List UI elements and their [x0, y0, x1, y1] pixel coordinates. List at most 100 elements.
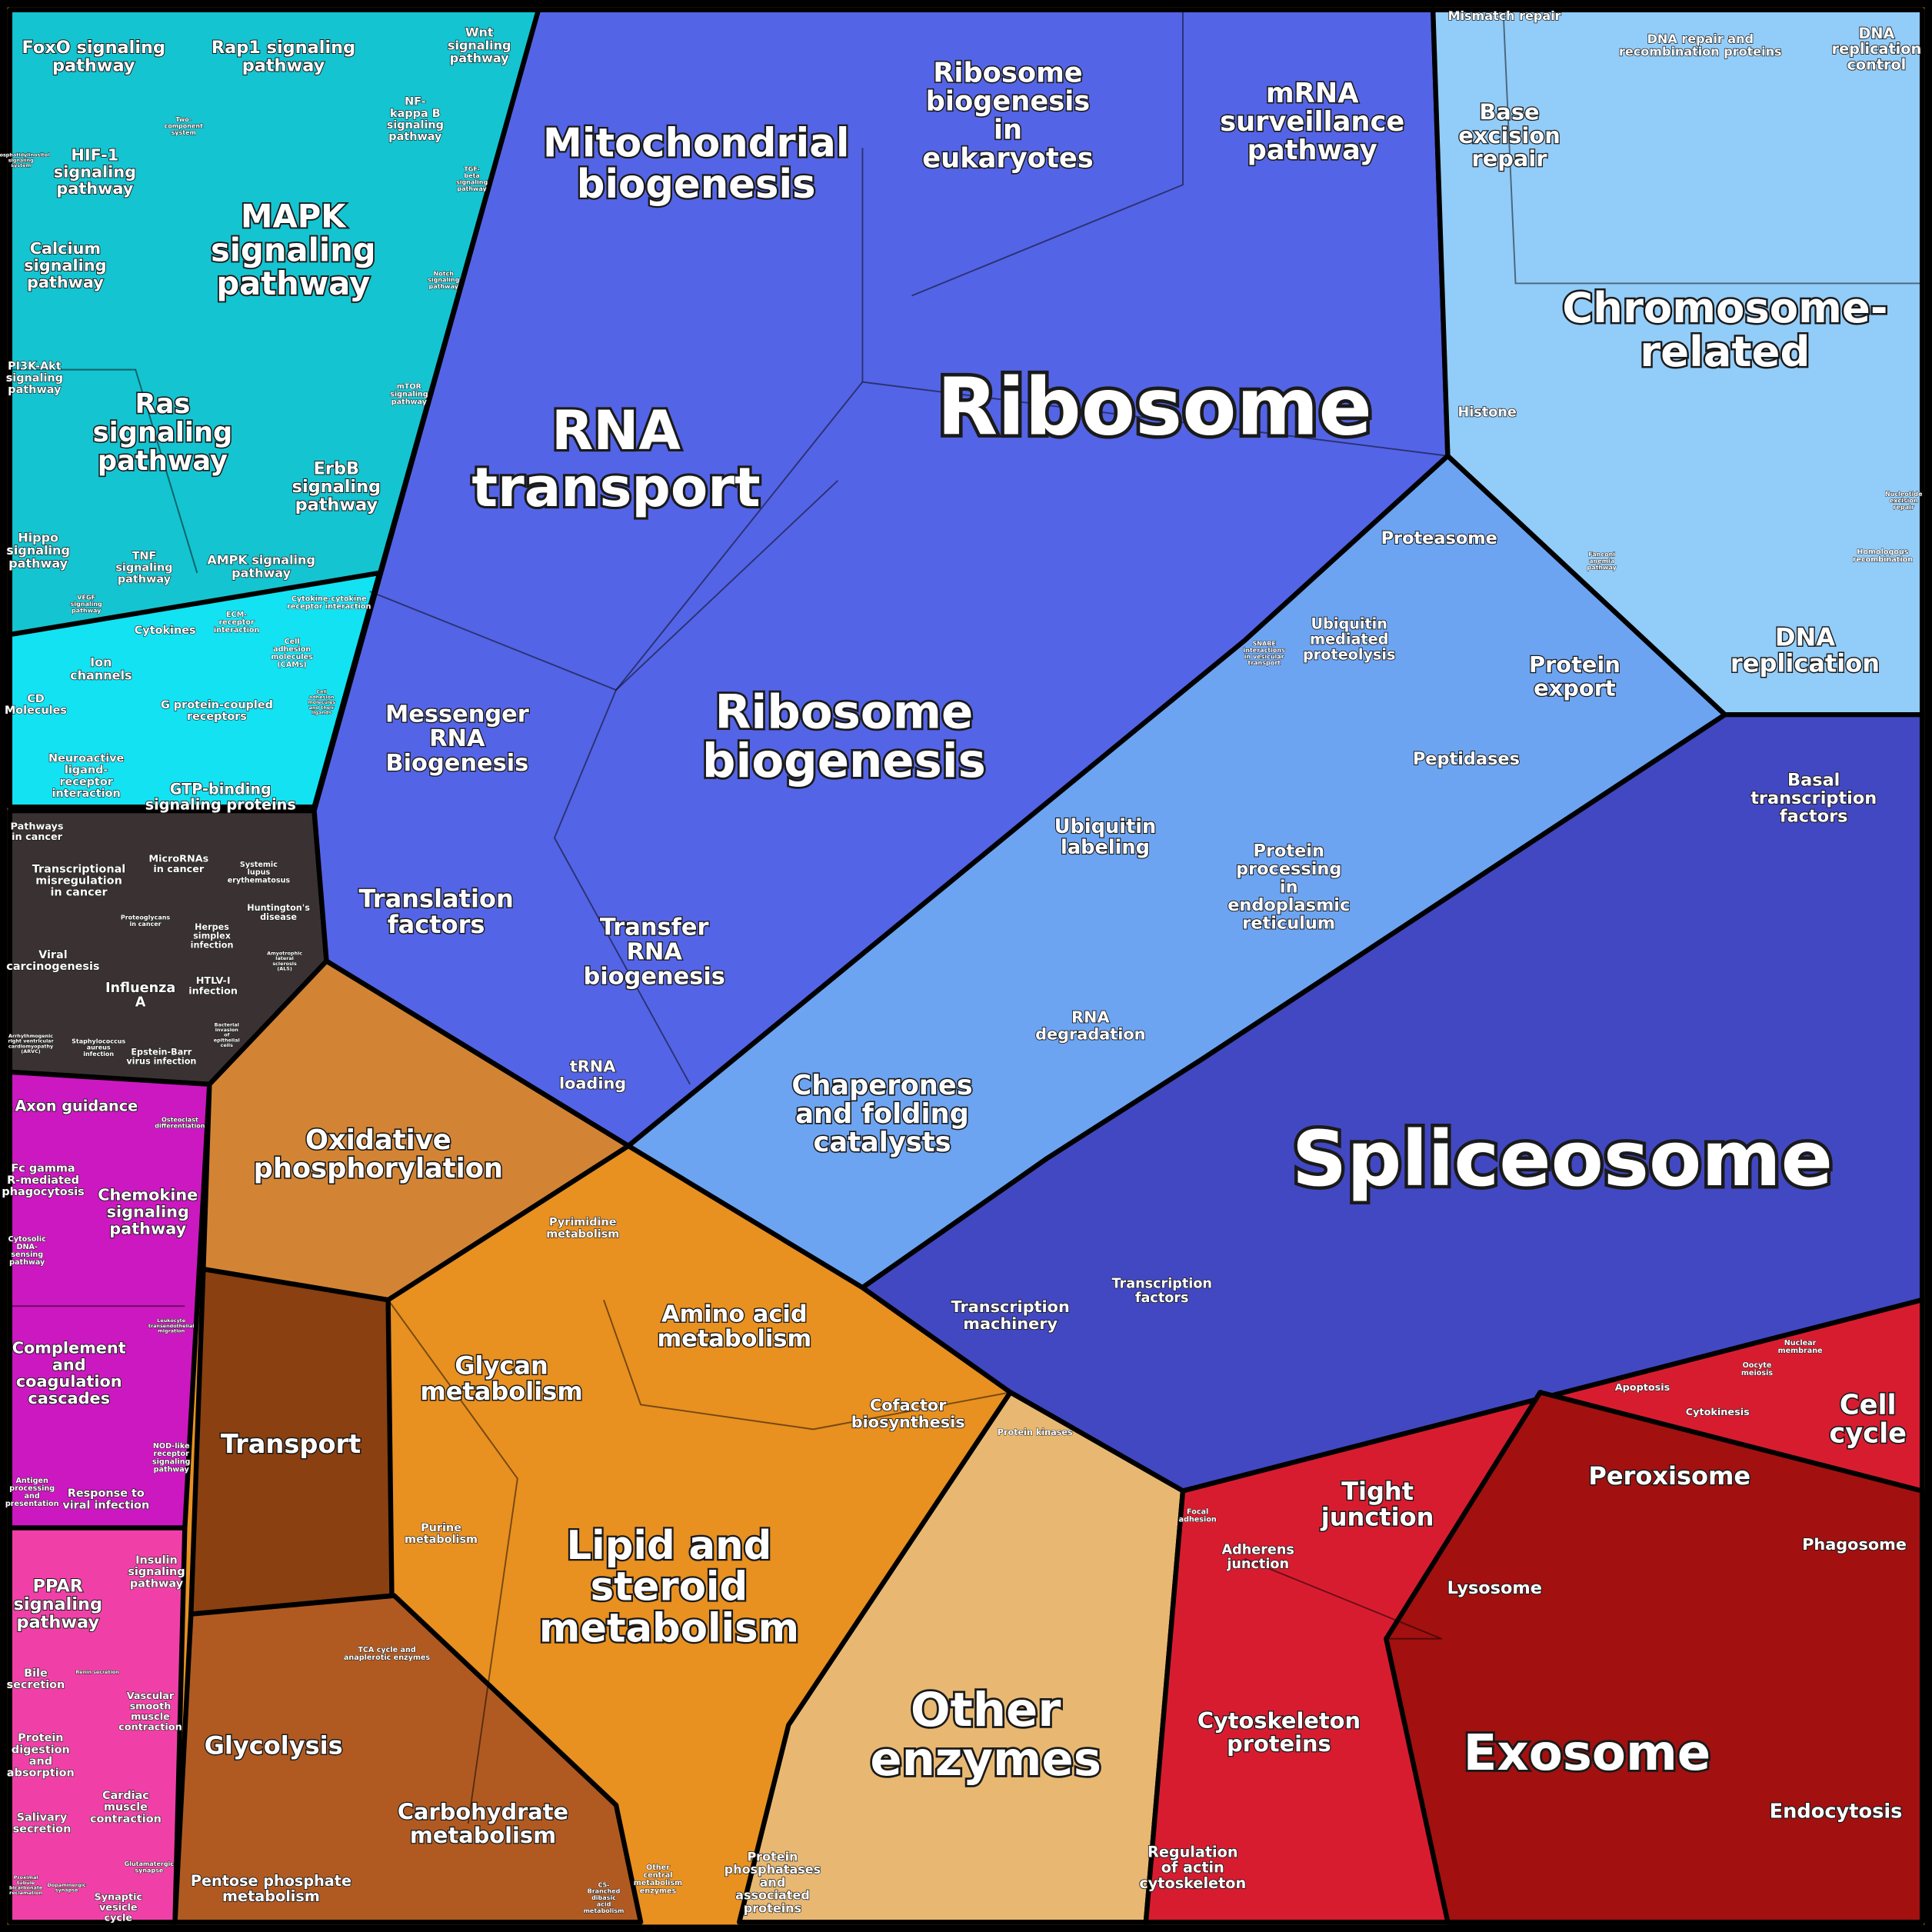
- region-label: Transcriptional misregulation in cancer: [32, 863, 125, 898]
- region-label: Rap1 signaling pathway: [212, 37, 355, 75]
- region-label: Cytokines: [135, 625, 196, 637]
- region-label: Carbohydrate metabolism: [398, 1798, 568, 1847]
- region-label: Transcription machinery: [951, 1297, 1070, 1333]
- region-label: Phagosome: [1802, 1535, 1907, 1554]
- region-label: FoxO signaling pathway: [22, 37, 165, 75]
- region-label: Proteoglycans in cancer: [121, 914, 171, 927]
- region-label: Purine metabolism: [405, 1522, 478, 1546]
- cell-border: [369, 480, 839, 691]
- region-label: CD Molecules: [5, 693, 67, 717]
- region-label: TNF signaling pathway: [115, 550, 172, 585]
- region-label: Synaptic vesicle cycle: [95, 1891, 143, 1924]
- region-label: Ribosome: [937, 362, 1372, 454]
- region-label: Neuroactive ligand-receptor interaction: [48, 753, 125, 800]
- region-label: Influenza A: [105, 981, 175, 1011]
- region-label: C5-Branched dibasic acid metabolism: [584, 1881, 625, 1914]
- region-label: Protein export: [1529, 651, 1621, 701]
- region-label: DNA replication control: [1832, 24, 1921, 72]
- region-label: Tight junction: [1320, 1477, 1434, 1532]
- region-label: Lipid and steroid metabolism: [539, 1523, 799, 1652]
- region-label: Calcium signaling pathway: [24, 239, 106, 291]
- region-label: Ribosome biogenesis: [702, 685, 986, 788]
- region-label: PI3K-Akt signaling pathway: [6, 361, 63, 396]
- region-label: TCA cycle and anaplerotic enzymes: [344, 1646, 431, 1662]
- region-label: Huntington's disease: [247, 903, 310, 922]
- cell-border: [1502, 9, 1923, 285]
- region-label: Amino acid metabolism: [657, 1301, 811, 1352]
- region-label: AMPK signaling pathway: [207, 552, 315, 580]
- region-label: Spliceosome: [1292, 1115, 1833, 1204]
- region-label: Protein kinases: [998, 1427, 1073, 1437]
- region-label: TGF-beta signaling pathway: [456, 165, 488, 192]
- region-label: Nucleotide excision repair: [1885, 491, 1923, 511]
- region-label: Viral carcinogenesis: [6, 949, 99, 973]
- region-label: RNA degradation: [1035, 1008, 1145, 1044]
- region-label: Ras signaling pathway: [93, 388, 233, 477]
- region-label: Mismatch repair: [1448, 8, 1561, 22]
- region-label: Leukocyte transendothelial migration: [148, 1317, 195, 1334]
- region-label: Transfer RNA biogenesis: [583, 914, 724, 990]
- region-label: Hippo signaling pathway: [6, 530, 70, 571]
- region-label: Proteasome: [1381, 528, 1497, 548]
- region-label: Cell cycle: [1829, 1390, 1907, 1450]
- region-label: Vascular smooth muscle contraction: [118, 1690, 182, 1733]
- region-label: Fc gamma R-mediated phagocytosis: [2, 1163, 84, 1198]
- region-label: Systemic lupus erythematosus: [228, 861, 291, 884]
- region-label: Salivary secretion: [13, 1811, 72, 1835]
- region-label: Notch signaling pathway: [428, 270, 460, 290]
- region-label: Peroxisome: [1588, 1461, 1750, 1491]
- region-label: Bacterial invasion of epithelial cells: [214, 1021, 240, 1048]
- region-label: Chemokine signaling pathway: [98, 1186, 198, 1238]
- labels: Ribosome Spliceosome RNA transport Ribosome b…: [0, 8, 1923, 1924]
- cell-border: [387, 1299, 518, 1824]
- region-label: Arrhythmogenic right ventricular cardiomyo…: [8, 1033, 54, 1054]
- cell-border: [1244, 1557, 1442, 1640]
- region-label: G protein-coupled receptors: [161, 699, 273, 723]
- region-label: Mitochondrial biogenesis: [543, 120, 850, 208]
- region-label: Chromosome-related: [1562, 283, 1887, 376]
- region-label: Basal transcription factors: [1750, 770, 1877, 826]
- region-label: Staphylococcus aureus infection: [72, 1038, 125, 1058]
- region-label: Complement and coagulation cascades: [12, 1338, 126, 1407]
- region-label: Transport: [221, 1429, 361, 1459]
- region-label: Axon guidance: [15, 1097, 138, 1114]
- region-label: Renin secretion: [75, 1669, 119, 1675]
- region-label: HIF-1 signaling pathway: [54, 145, 136, 198]
- region-label: NOD-like receptor signaling pathway: [152, 1442, 191, 1474]
- region-label: RNA transport: [471, 398, 760, 518]
- region-label: Protein phosphatases and associated proteins: [724, 1849, 821, 1915]
- region-label: Response to viral infection: [62, 1487, 149, 1511]
- region-label: Transcription factors: [1111, 1277, 1212, 1307]
- region-label: Cofactor biosynthesis: [851, 1396, 965, 1431]
- region-label: Glycan metabolism: [420, 1351, 582, 1406]
- cell-border: [911, 9, 1184, 297]
- region-label: Bile secretion: [7, 1667, 65, 1691]
- region-label: Wnt signaling pathway: [448, 25, 511, 65]
- region-label: tRNA loading: [559, 1058, 626, 1093]
- region-label: Peptidases: [1413, 748, 1520, 768]
- region-label: Histone: [1458, 405, 1517, 421]
- region-label: Ion channels: [70, 655, 132, 682]
- region-label: Oocyte meiosis: [1741, 1361, 1773, 1377]
- region-label: Oxidative phosphorylation: [254, 1124, 503, 1184]
- cell-border: [861, 148, 1448, 457]
- region-label: Endocytosis: [1770, 1800, 1903, 1824]
- region-label: Herpes simplex infection: [191, 922, 234, 951]
- exosome-region: [1384, 1390, 1925, 1925]
- region-label: mRNA surveillance pathway: [1220, 78, 1404, 166]
- region-label: Other enzymes: [870, 1683, 1101, 1787]
- cell-border: [603, 1299, 1011, 1431]
- region-label: Adherens junction: [1222, 1543, 1294, 1573]
- region-label: Cytosolic DNA-sensing pathway: [8, 1235, 46, 1267]
- region-label: Translation factors: [358, 884, 513, 939]
- region-label: ErbB signaling pathway: [292, 458, 381, 515]
- region-label: Chaperones and folding catalysts: [791, 1070, 972, 1158]
- region-label: Cell adhesion molecules and their ligands: [308, 689, 335, 716]
- region-label: Pentose phosphate metabolism: [191, 1871, 351, 1904]
- region-label: Lysosome: [1447, 1578, 1542, 1598]
- region-label: Pyrimidine metabolism: [546, 1217, 619, 1241]
- region-label: Cytoskeleton proteins: [1198, 1707, 1361, 1757]
- enzymes-region: [737, 1390, 1186, 1925]
